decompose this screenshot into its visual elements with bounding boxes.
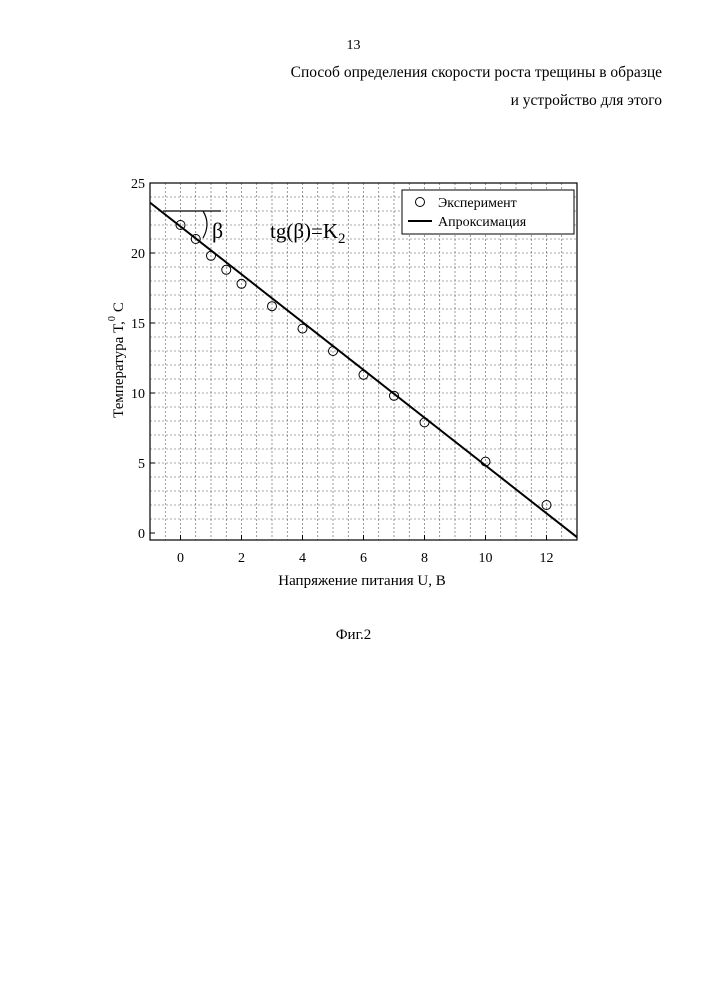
y-tick-label: 20 [131, 247, 145, 262]
x-tick-label: 2 [238, 551, 245, 566]
legend-marker-experiment [416, 198, 425, 207]
angle-symbol: β [212, 218, 223, 243]
chart: 0246810120510152025 β tg(β)=K2 Экспериме… [0, 0, 707, 620]
y-tick-label: 5 [138, 457, 145, 472]
legend-label-experiment: Эксперимент [438, 196, 517, 211]
y-axis-label: Температура T,0 С [107, 302, 127, 418]
x-tick-label: 0 [177, 551, 184, 566]
x-tick-label: 12 [540, 551, 554, 566]
y-tick-label: 15 [131, 317, 145, 332]
x-tick-label: 8 [421, 551, 428, 566]
legend-label-approximation: Апроксимация [438, 215, 527, 230]
formula-main: tg(β)=K [270, 219, 338, 243]
legend: Эксперимент Апроксимация [402, 190, 574, 234]
y-axis-label-unit: С [111, 302, 127, 312]
x-tick-label: 10 [479, 551, 493, 566]
x-tick-label: 6 [360, 551, 367, 566]
y-tick-label: 10 [131, 387, 145, 402]
y-axis-label-sup: 0 [107, 316, 118, 321]
y-axis-label-main: Температура T, [111, 321, 127, 418]
angle-arc [203, 211, 207, 238]
figure-caption: Фиг.2 [0, 627, 707, 644]
x-tick-label: 4 [299, 551, 306, 566]
x-axis-label: Напряжение питания U, В [278, 573, 446, 589]
y-tick-label: 25 [131, 177, 145, 192]
formula-label: tg(β)=K2 [270, 219, 346, 247]
y-tick-label: 0 [138, 527, 145, 542]
formula-subscript: 2 [338, 231, 346, 247]
